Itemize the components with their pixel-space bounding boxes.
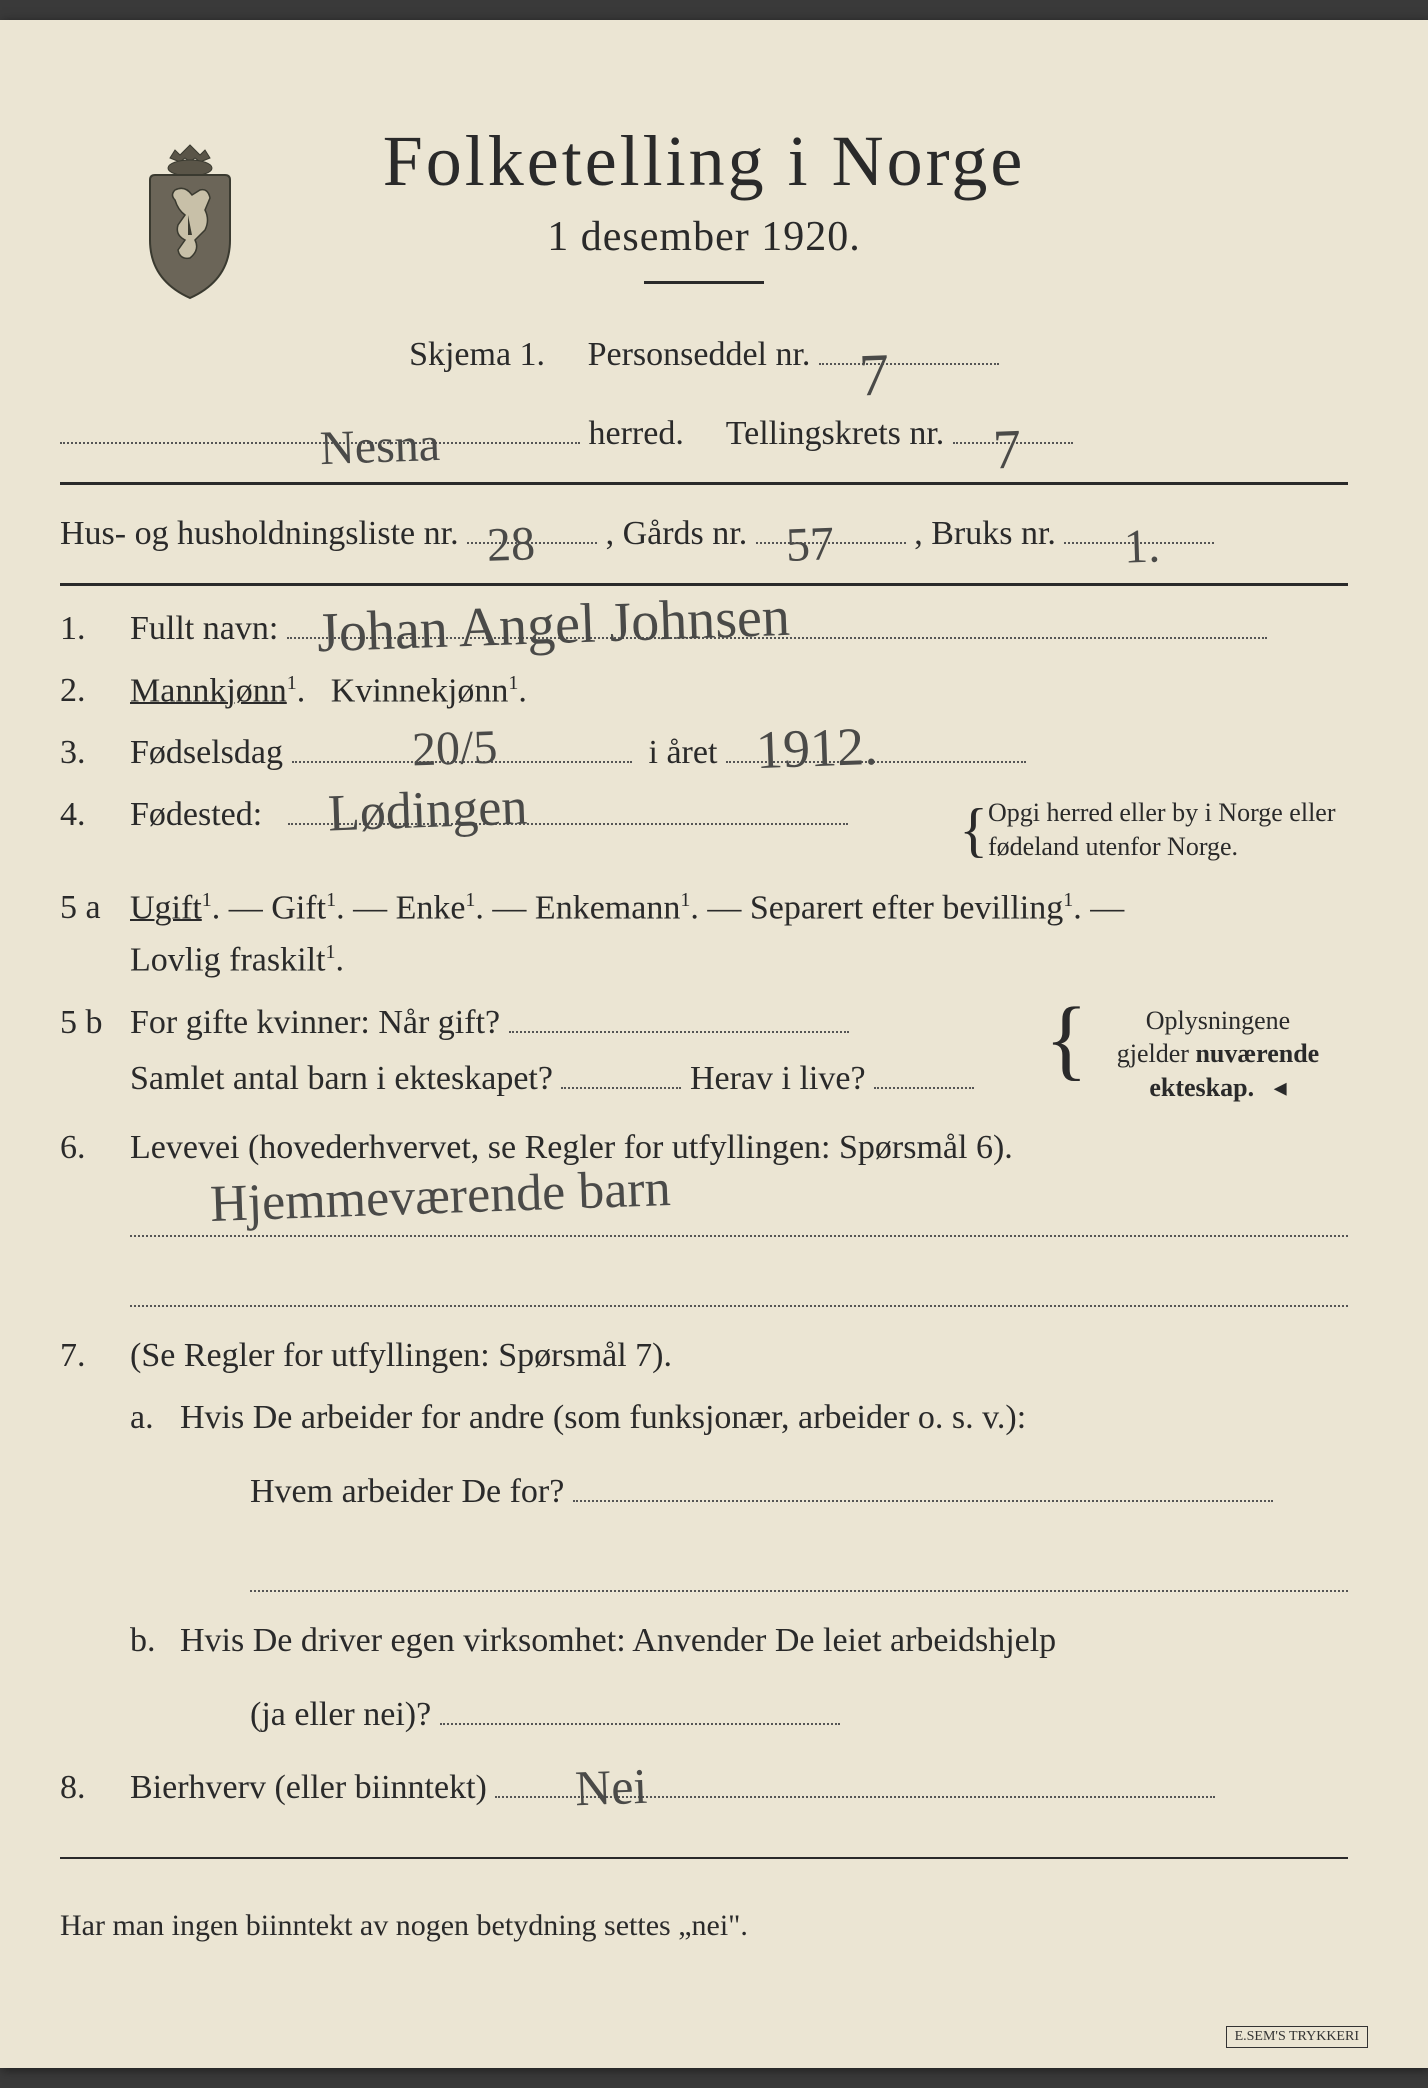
q5a-ugift: Ugift	[130, 889, 202, 926]
q8-value: Nei	[574, 1757, 648, 1817]
q6-answer-line: Hjemmeværende barn	[130, 1197, 1348, 1237]
brace-icon: {	[1045, 1004, 1088, 1076]
q7a-label: a.	[130, 1399, 180, 1437]
q6-label: Levevei (hovederhvervet, se Regler for u…	[130, 1129, 1013, 1166]
header-section: Skjema 1. Personseddel nr. 7 Nesna herre…	[60, 324, 1348, 586]
herred-value: Nesna	[319, 402, 442, 493]
title-rule	[644, 281, 764, 284]
q4-note: Opgi herred eller by i Norge eller fødel…	[988, 796, 1348, 864]
husliste-label: Hus- og husholdningsliste nr.	[60, 515, 459, 552]
q8-label: Bierhverv (eller biinntekt)	[130, 1769, 487, 1806]
blank-line	[250, 1552, 1348, 1592]
q3-label: Fødselsdag	[130, 734, 283, 771]
q1-value: Johan Angel Johnsen	[316, 584, 791, 664]
census-form-page: Folketelling i Norge 1 desember 1920. Sk…	[0, 20, 1428, 2068]
q2-mann: Mannkjønn	[130, 672, 287, 709]
q3-num: 3.	[60, 734, 130, 772]
q1-label: Fullt navn:	[130, 610, 278, 647]
q1-num: 1.	[60, 610, 130, 648]
q2-num: 2.	[60, 672, 130, 710]
personseddel-label: Personseddel nr.	[588, 336, 811, 373]
footer-note: Har man ingen biinntekt av nogen betydni…	[60, 1909, 1348, 1943]
coat-of-arms-icon	[130, 140, 250, 300]
q6-value: Hjemmeværende barn	[209, 1159, 671, 1234]
question-2: 2. Mannkjønn1. Kvinnekjønn1.	[60, 672, 1348, 710]
q5a-enke: Enke	[396, 889, 466, 926]
q7-label: (Se Regler for utfyllingen: Spørsmål 7).	[130, 1337, 672, 1374]
q4-num: 4.	[60, 796, 130, 834]
q5a-gift: Gift	[271, 889, 326, 926]
q7-num: 7.	[60, 1337, 130, 1375]
q7b-text1: Hvis De driver egen virksomhet: Anvender…	[180, 1622, 1056, 1659]
q7b-text2: (ja eller nei)?	[250, 1696, 431, 1733]
question-5b: 5 b For gifte kvinner: Når gift? Samlet …	[60, 1004, 1348, 1105]
question-7a: a. Hvis De arbeider for andre (som funks…	[130, 1399, 1348, 1437]
q8-num: 8.	[60, 1769, 130, 1807]
question-7b: b. Hvis De driver egen virksomhet: Anven…	[130, 1622, 1348, 1660]
subtitle: 1 desember 1920.	[60, 213, 1348, 261]
q4-value: Lødingen	[327, 777, 528, 843]
question-3: 3. Fødselsdag 20/5 i året 1912.	[60, 734, 1348, 772]
q5b-note1: Oplysningene	[1088, 1004, 1348, 1038]
divider	[60, 1857, 1348, 1859]
husliste-value: 28	[486, 502, 537, 590]
question-4: 4. Fødested: Lødingen { Opgi herred elle…	[60, 796, 1348, 865]
q3-year: 1912.	[755, 715, 879, 781]
question-5a-line2: Lovlig fraskilt1.	[60, 941, 1348, 979]
tellingskrets-label: Tellingskrets nr.	[726, 415, 945, 452]
q5a-fraskilt: Lovlig fraskilt	[130, 942, 325, 979]
bruks-value: 1.	[1123, 504, 1162, 592]
skjema-label: Skjema 1.	[409, 336, 545, 373]
q5a-enkemann: Enkemann	[535, 889, 680, 926]
brace-icon: {	[959, 796, 988, 865]
q4-label: Fødested:	[130, 796, 262, 833]
tellingskrets-value: 7	[991, 400, 1023, 502]
divider	[60, 482, 1348, 485]
bruks-label: , Bruks nr.	[914, 515, 1056, 552]
q5b-line2a: Samlet antal barn i ekteskapet?	[130, 1060, 553, 1097]
herred-label: herred.	[589, 415, 684, 452]
q5b-line2b: Herav i live?	[690, 1060, 866, 1097]
question-6: 6. Levevei (hovederhvervet, se Regler fo…	[60, 1129, 1348, 1167]
q6-num: 6.	[60, 1129, 130, 1167]
q2-kvinne: Kvinnekjønn	[331, 672, 509, 709]
q5b-line1: For gifte kvinner: Når gift?	[130, 1004, 500, 1041]
title-block: Folketelling i Norge 1 desember 1920.	[60, 120, 1348, 284]
q5a-num: 5 a	[60, 889, 130, 927]
q7a-text2: Hvem arbeider De for?	[250, 1473, 564, 1510]
q3-year-label: i året	[649, 734, 718, 771]
question-8: 8. Bierhverv (eller biinntekt) Nei	[60, 1769, 1348, 1807]
q3-day: 20/5	[411, 719, 498, 777]
q7b-label: b.	[130, 1622, 180, 1660]
main-title: Folketelling i Norge	[60, 120, 1348, 203]
printer-mark: E.SEM'S TRYKKERI	[1226, 2026, 1368, 2048]
question-1: 1. Fullt navn: Johan Angel Johnsen	[60, 610, 1348, 648]
blank-line	[130, 1267, 1348, 1307]
gards-value: 57	[784, 502, 835, 590]
gards-label: , Gårds nr.	[606, 515, 748, 552]
q7a-text1: Hvis De arbeider for andre (som funksjon…	[180, 1399, 1026, 1436]
question-7: 7. (Se Regler for utfyllingen: Spørsmål …	[60, 1337, 1348, 1375]
question-5a: 5 a Ugift1. — Gift1. — Enke1. — Enkemann…	[60, 889, 1348, 927]
q5a-separert: Separert efter bevilling	[750, 889, 1063, 926]
q5b-num: 5 b	[60, 1004, 130, 1042]
